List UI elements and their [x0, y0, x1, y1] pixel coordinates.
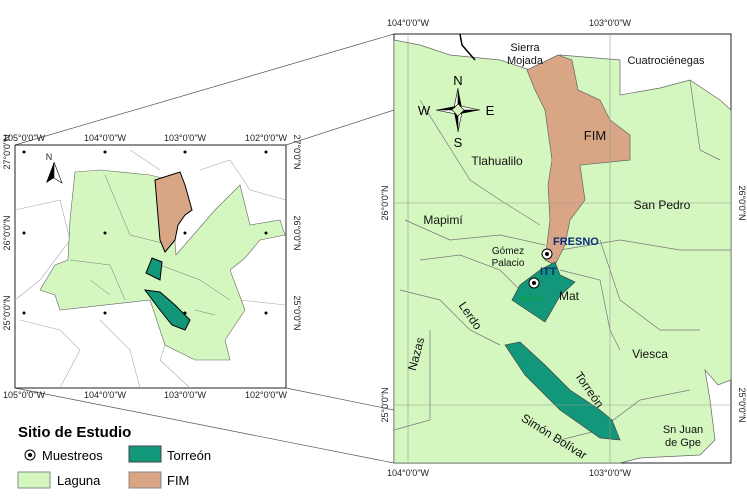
inset-lat-tick: 27°0'0"N — [292, 134, 302, 169]
main-lat-tick: 26°0'0"N — [737, 185, 747, 220]
north-label: N — [46, 152, 53, 162]
label-gomez-palacio: Gómez — [492, 246, 524, 257]
torreon-urban-region — [145, 257, 163, 281]
graticule-dot — [103, 231, 107, 235]
compass-s: S — [454, 135, 463, 150]
main-lat-tick: 26°0'0"N — [380, 185, 390, 220]
connector-line — [14, 33, 395, 146]
legend-title: Sitio de Estudio — [18, 424, 131, 441]
graticule-dot — [183, 231, 187, 235]
label-sierra-mojada-2: Mojada — [507, 55, 544, 67]
connector-line — [14, 387, 395, 464]
label-tlahualilo: Tlahualilo — [471, 154, 523, 168]
inset-lat-tick: 26°0'0"N — [292, 215, 302, 250]
fim-region — [154, 171, 193, 253]
torreon-swatch-icon — [128, 445, 162, 463]
label-san-juan: Sn Juan — [663, 424, 703, 436]
legend-label-muestreos: Muestreos — [42, 448, 103, 463]
main-lat-tick: 25°0'0"N — [380, 387, 390, 422]
label-torreon-urban: Torreón — [519, 296, 543, 303]
graticule-dot — [103, 150, 107, 154]
inset-lon-tick: 105°0'0"W — [3, 390, 46, 400]
label-viesca: Viesca — [632, 347, 668, 361]
fim-swatch-icon — [128, 471, 162, 489]
graticule-dot — [183, 311, 187, 315]
graticule-dot — [183, 150, 187, 154]
compass-rose: N S W E — [418, 73, 495, 150]
graticule-dot — [264, 150, 268, 154]
inset-lon-tick: 105°0'0"W — [3, 133, 46, 143]
graticule-dot — [103, 311, 107, 315]
connector-line — [285, 387, 395, 411]
main-map: 104°0'0"W 104°0'0"W 103°0'0"W 103°0'0"W 26°0… — [380, 18, 747, 478]
legend: Sitio de Estudio Muestreos Torreón Lagun… — [17, 424, 211, 489]
label-cuatrocienegas: Cuatrociénegas — [627, 55, 705, 67]
inset-map: N 105°0'0"W 105°0'0"W 104°0'0"W 104°0'0"W 10… — [2, 133, 302, 400]
laguna-region — [393, 39, 732, 464]
legend-label-fim: FIM — [167, 473, 189, 488]
graticule-dot — [22, 311, 26, 315]
torreon-urban-region — [511, 261, 576, 323]
torreon-rural-region — [504, 341, 621, 441]
label-fim: FIM — [584, 128, 606, 143]
fim-region — [526, 54, 631, 266]
main-lat-tick: 25°0'0"N — [737, 387, 747, 422]
inset-lon-tick: 103°0'0"W — [164, 390, 207, 400]
main-lon-tick: 103°0'0"W — [589, 18, 632, 28]
label-de-guadalupe: de Gpe — [665, 437, 701, 449]
inset-lon-tick: 102°0'0"W — [245, 133, 288, 143]
graticule-dot — [22, 231, 26, 235]
inset-lat-tick: 27°0'0"N — [2, 134, 12, 169]
graticule-dot — [264, 231, 268, 235]
label-matamoros: Mat — [559, 289, 580, 303]
inset-lon-tick: 103°0'0"W — [164, 133, 207, 143]
main-lon-tick: 104°0'0"W — [387, 468, 430, 478]
label-san-pedro: San Pedro — [634, 198, 691, 212]
main-lon-tick: 104°0'0"W — [387, 18, 430, 28]
sample-point-icon — [24, 449, 36, 461]
inset-lat-tick: 25°0'0"N — [2, 295, 12, 330]
connector-line — [285, 109, 395, 146]
sample-point-fresno — [541, 248, 553, 260]
laguna-region — [39, 169, 286, 361]
label-gomez-palacio-2: Palacio — [492, 258, 525, 269]
label-mapimi: Mapimí — [423, 213, 463, 227]
inset-lon-tick: 104°0'0"W — [84, 133, 127, 143]
compass-w: W — [418, 103, 431, 118]
main-lon-tick: 103°0'0"W — [589, 468, 632, 478]
label-itt: ITT — [540, 266, 557, 278]
compass-n: N — [453, 73, 462, 88]
label-sierra-mojada: Sierra — [510, 42, 540, 54]
label-fresno: FRESNO — [553, 236, 599, 248]
legend-label-laguna: Laguna — [57, 473, 101, 488]
compass-e: E — [486, 103, 495, 118]
inset-lon-tick: 104°0'0"W — [84, 390, 127, 400]
inset-lat-tick: 25°0'0"N — [292, 295, 302, 330]
graticule-dot — [264, 311, 268, 315]
graticule-dot — [22, 150, 26, 154]
laguna-swatch-icon — [17, 471, 51, 489]
inset-north-arrow: N — [46, 152, 63, 184]
inset-lon-tick: 102°0'0"W — [245, 390, 288, 400]
sample-point-itt — [528, 277, 540, 289]
torreon-rural-region — [143, 289, 191, 331]
inset-lat-tick: 26°0'0"N — [2, 215, 12, 250]
legend-label-torreon: Torreón — [167, 448, 211, 463]
